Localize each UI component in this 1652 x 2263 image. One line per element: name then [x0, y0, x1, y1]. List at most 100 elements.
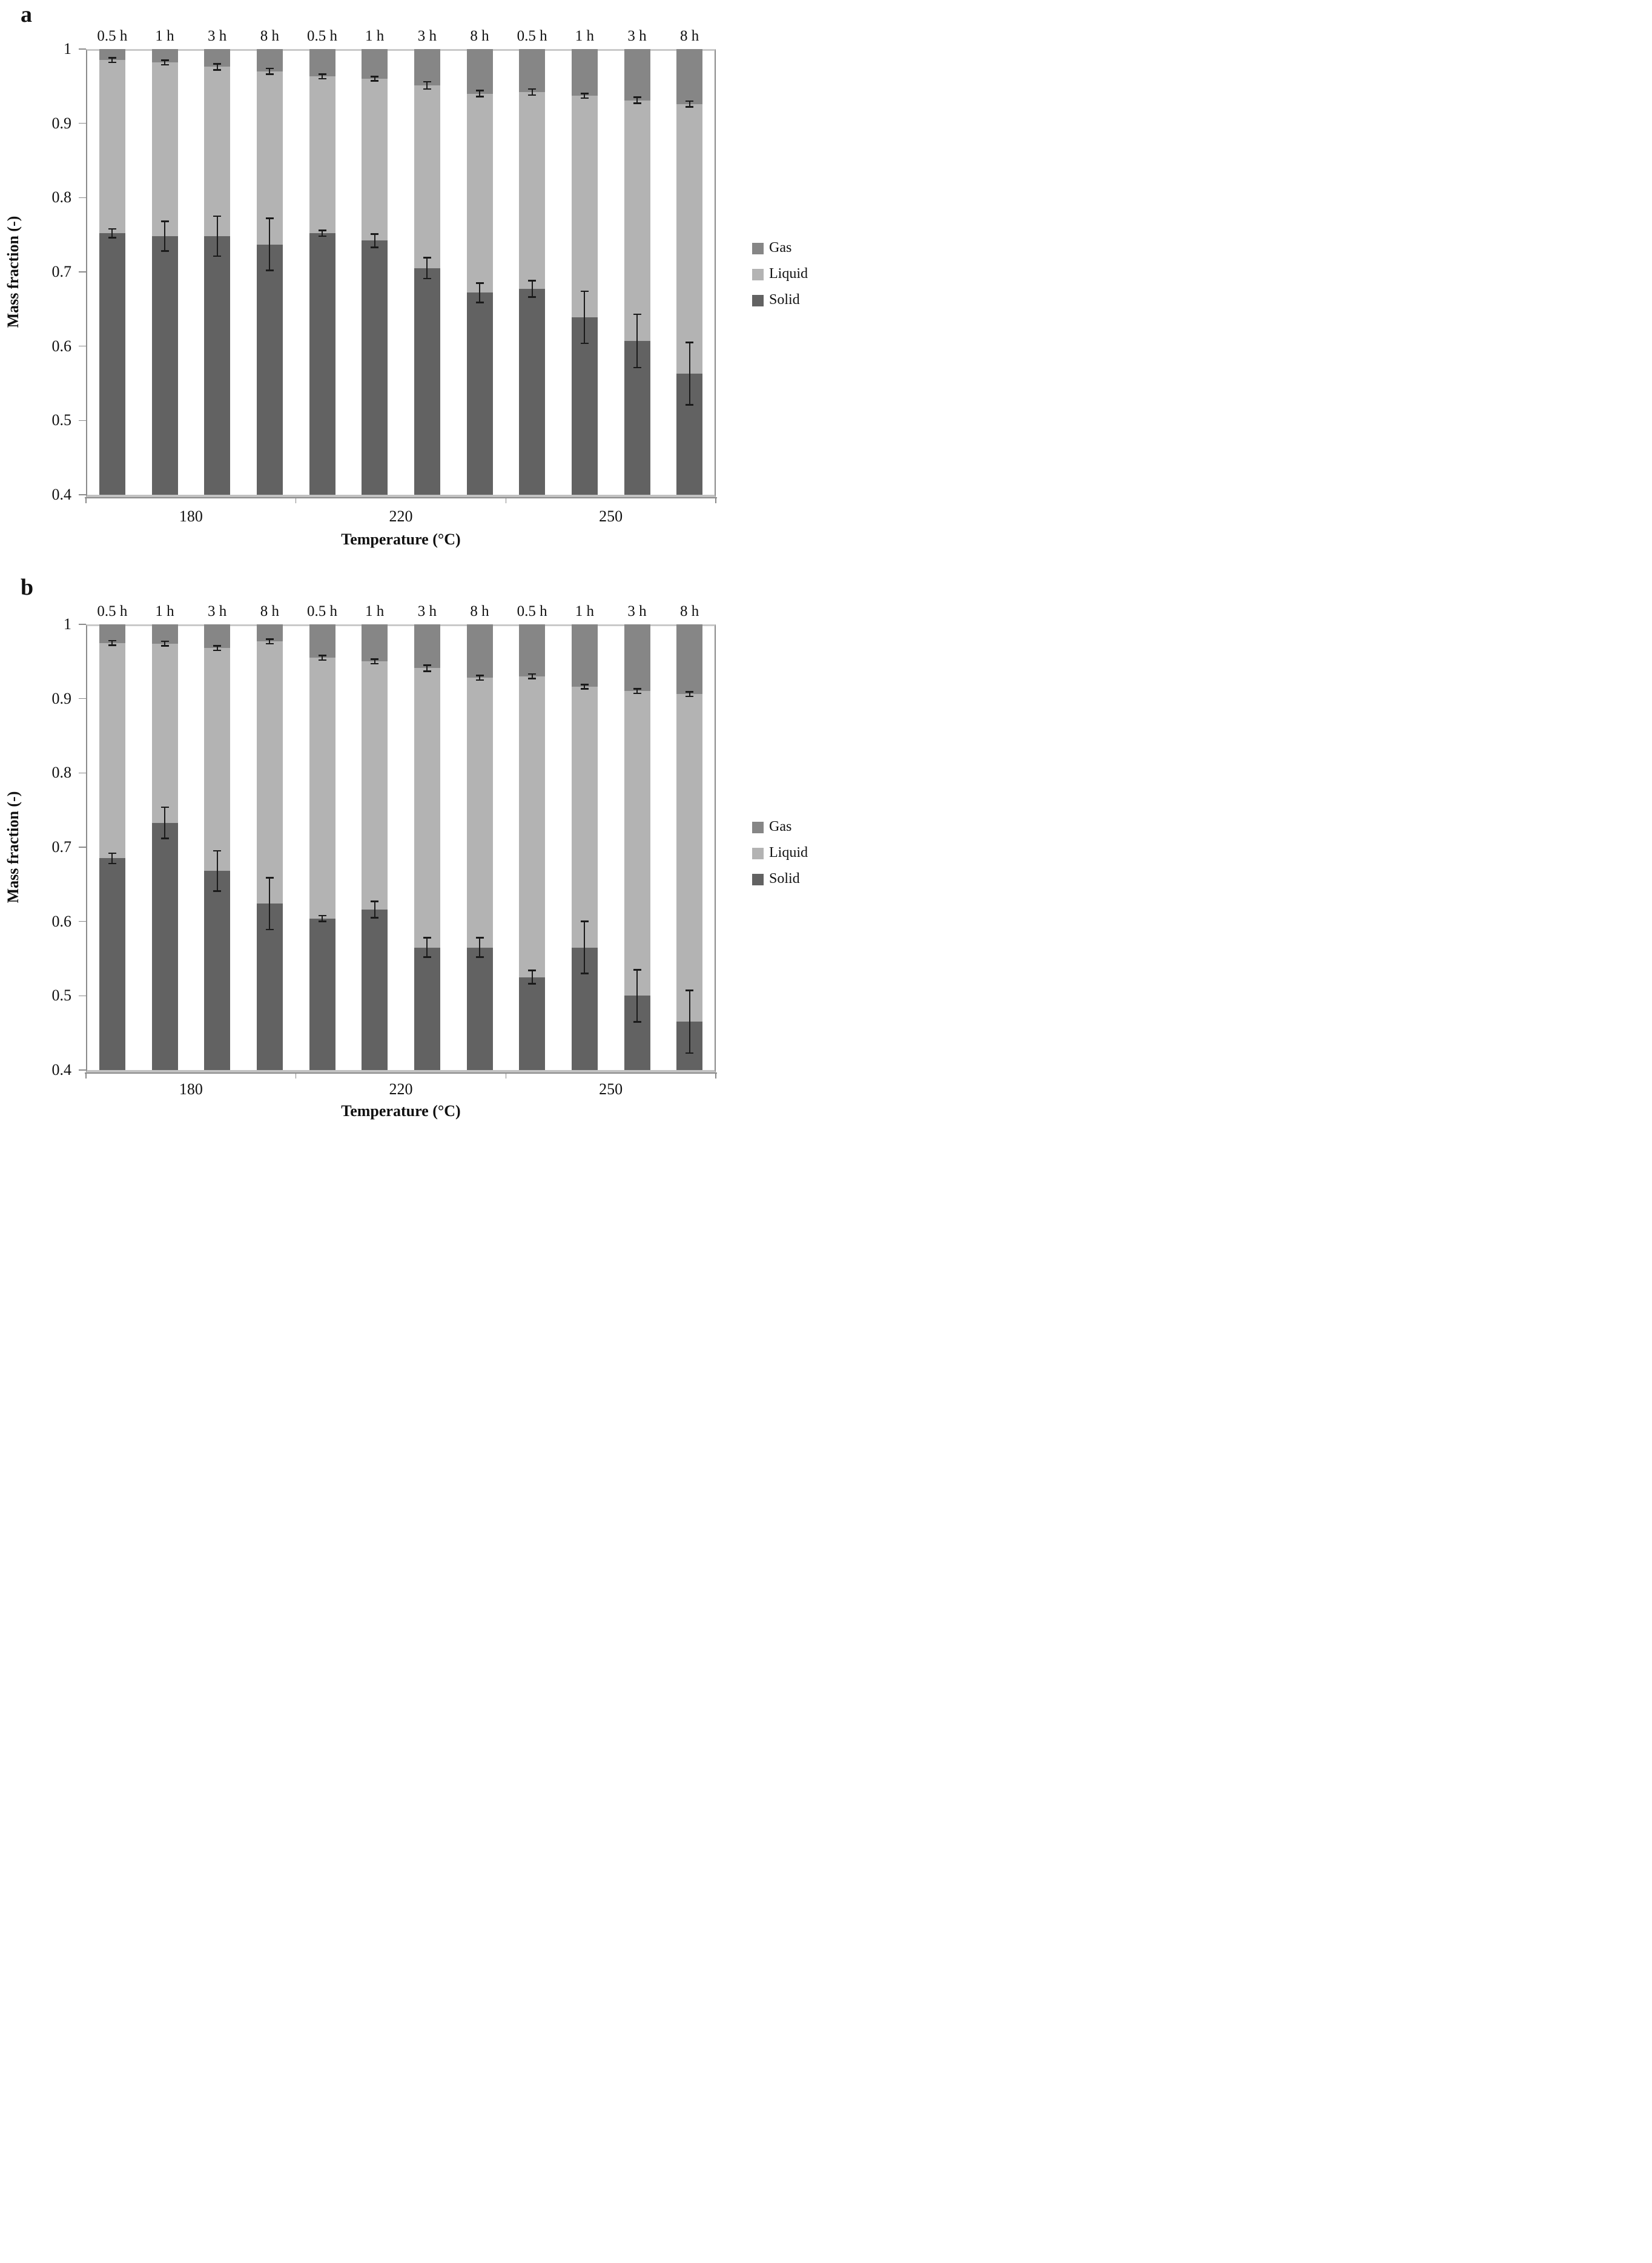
error-bar-liquid-gas-cap [686, 691, 694, 693]
bar-gas-250-3 h [624, 49, 650, 101]
bar-gas-180-3 h [204, 624, 231, 649]
error-bar-liquid-gas [689, 101, 690, 107]
error-bar-liquid-gas-cap [423, 670, 431, 672]
error-bar-liquid-gas-cap [633, 688, 641, 690]
bar-gas-180-1 h [151, 624, 178, 644]
bar-liquid-250-0.5 h [519, 92, 546, 289]
legend-label-gas: Gas [769, 240, 792, 256]
x-tick-mark [715, 1073, 716, 1079]
error-bar-liquid-gas-cap [160, 645, 169, 647]
error-bar-liquid-gas-cap [318, 78, 326, 80]
bar-gas-250-8 h [676, 49, 703, 104]
error-bar-liquid-gas-cap [108, 61, 116, 64]
error-bar-solid-liquid [111, 853, 113, 864]
error-bar-solid-liquid-cap [686, 989, 694, 991]
error-bar-liquid-gas-cap [423, 88, 431, 90]
bar-liquid-180-8 h [256, 641, 283, 904]
y-tick-mark [79, 122, 86, 124]
bar-solid-220-8 h [466, 947, 493, 1070]
error-bar-solid-liquid [531, 970, 533, 984]
bar-gas-250-1 h [571, 49, 598, 96]
bar-gas-250-8 h [676, 624, 703, 695]
error-bar-liquid-gas-cap [371, 658, 379, 660]
x-axis-line-panel-b [85, 1072, 717, 1074]
error-bar-liquid-gas-cap [633, 102, 641, 104]
error-bar-liquid-gas-cap [213, 63, 222, 65]
error-bar-liquid-gas-cap [475, 675, 484, 676]
error-bar-solid-liquid-cap [213, 850, 222, 852]
error-bar-solid-liquid [426, 257, 428, 279]
error-bar-liquid-gas [164, 641, 165, 646]
error-bar-liquid-gas [216, 64, 218, 70]
error-bar-liquid-gas-cap [423, 664, 431, 666]
error-bar-liquid-gas-cap [633, 692, 641, 695]
error-bar-solid-liquid-cap [475, 302, 484, 303]
bar-liquid-250-1 h [571, 96, 598, 317]
error-bar-liquid-gas-cap [213, 645, 222, 647]
error-bar-solid-liquid-cap [528, 296, 537, 298]
error-bar-liquid-gas-cap [213, 69, 222, 71]
bar-liquid-250-1 h [571, 687, 598, 948]
legend-swatch-gas [752, 822, 764, 833]
bar-time-label: 8 h [470, 603, 489, 619]
error-bar-liquid-gas-cap [475, 96, 484, 97]
error-bar-liquid-gas-cap [580, 93, 589, 94]
error-bar-solid-liquid-cap [580, 290, 589, 292]
error-bar-liquid-gas-cap [265, 67, 274, 70]
bar-time-label: 1 h [365, 28, 385, 44]
error-bar-liquid-gas-cap [633, 96, 641, 98]
y-tick-label: 0.9 [51, 114, 72, 132]
plot-area-panel-a [86, 49, 716, 497]
x-group-label-220: 220 [389, 1080, 413, 1098]
bar-solid-180-0.5 h [99, 233, 125, 495]
error-bar-solid-liquid-cap [108, 237, 116, 239]
error-bar-liquid-gas [689, 692, 690, 696]
error-bar-liquid-gas-cap [318, 659, 326, 661]
bar-gas-220-8 h [466, 624, 493, 678]
bar-time-label: 1 h [155, 28, 174, 44]
error-bar-liquid-gas-cap [528, 678, 537, 679]
y-tick-mark [79, 420, 86, 421]
error-bar-solid-liquid-cap [160, 806, 169, 808]
error-bar-liquid-gas [111, 58, 113, 63]
error-bar-solid-liquid-cap [160, 220, 169, 222]
error-bar-liquid-gas [322, 74, 323, 79]
error-bar-solid-liquid [164, 221, 165, 251]
bar-gas-250-1 h [571, 624, 598, 687]
error-bar-liquid-gas [269, 639, 271, 644]
y-tick-mark [79, 847, 86, 848]
error-bar-solid-liquid [479, 937, 480, 957]
bar-time-label: 0.5 h [517, 603, 547, 619]
error-bar-solid-liquid-cap [423, 277, 431, 280]
error-bar-liquid-gas [322, 655, 323, 660]
x-axis-line-panel-a [85, 497, 717, 498]
y-tick-label: 0.4 [51, 486, 72, 503]
bar-time-label: 3 h [208, 28, 227, 44]
y-tick-mark [79, 345, 86, 347]
legend-swatch-solid [752, 874, 764, 885]
bar-solid-250-0.5 h [519, 289, 546, 495]
bar-gas-250-0.5 h [519, 624, 546, 676]
error-bar-solid-liquid-cap [633, 366, 641, 369]
legend-label-liquid: Liquid [769, 845, 808, 861]
bar-liquid-250-0.5 h [519, 676, 546, 977]
y-tick-label: 0.5 [51, 411, 72, 429]
error-bar-liquid-gas-cap [475, 679, 484, 681]
error-bar-liquid-gas [374, 659, 375, 664]
bar-liquid-180-1 h [151, 643, 178, 823]
bar-solid-220-8 h [466, 292, 493, 495]
y-tick-mark [79, 772, 86, 774]
bar-liquid-220-1 h [362, 661, 388, 910]
y-tick-label: 0.6 [51, 912, 72, 930]
error-bar-solid-liquid-cap [160, 837, 169, 839]
bar-time-label: 3 h [417, 603, 437, 619]
y-axis-title-panel-b: Mass fraction (-) [4, 791, 22, 904]
error-bar-solid-liquid [269, 218, 271, 271]
bar-gas-220-1 h [362, 624, 388, 662]
y-tick-label: 0.8 [51, 764, 72, 782]
y-tick-mark [79, 624, 86, 625]
bar-gas-220-8 h [466, 49, 493, 94]
bar-time-label: 1 h [575, 603, 594, 619]
x-group-label-250: 250 [599, 1080, 623, 1098]
x-tick-mark [505, 498, 507, 503]
